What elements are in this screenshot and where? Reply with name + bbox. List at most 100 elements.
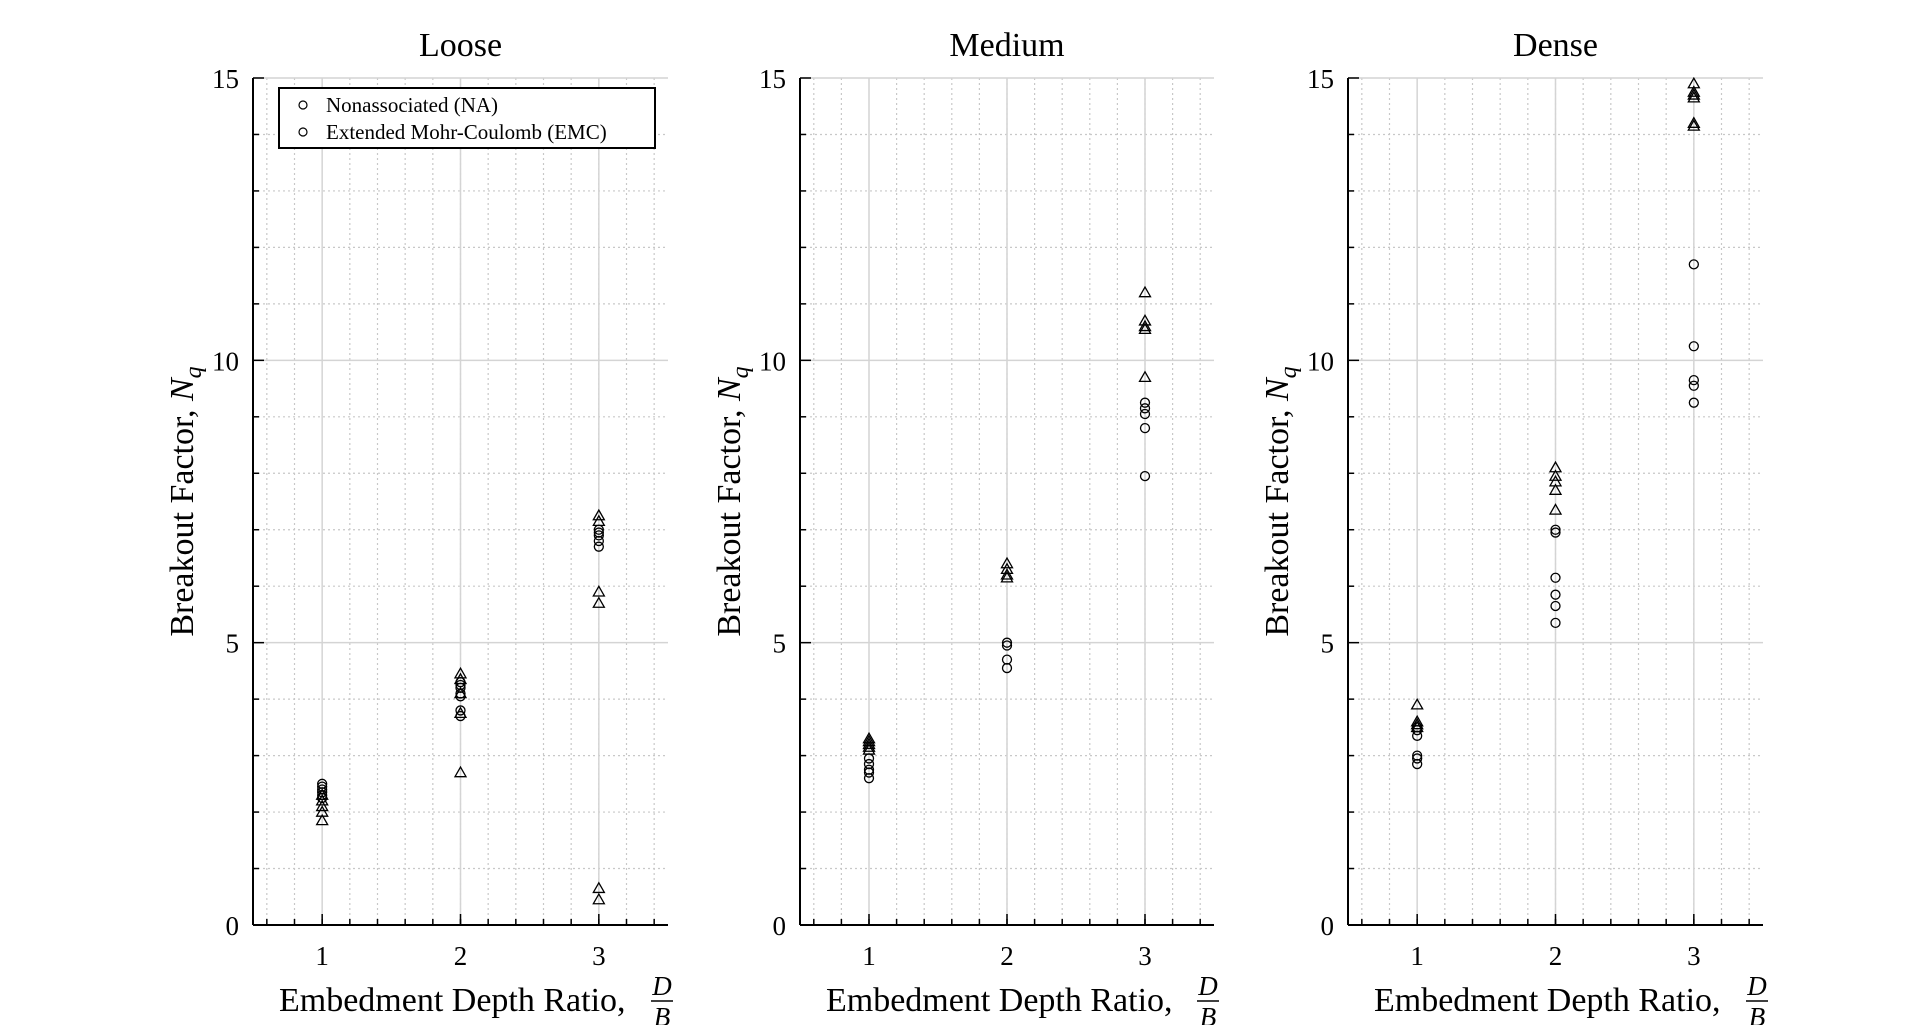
- x-label-frac-den: B: [1200, 1002, 1217, 1025]
- data-point-triangle: [592, 585, 606, 597]
- x-label-frac-den: B: [1749, 1002, 1766, 1025]
- y-tick-label: 10: [759, 346, 786, 376]
- data-point-circle: [593, 541, 604, 552]
- panel-dense: 1 2 3 0 5 10 15 Dense Embedment Depth Ratio, DB Br…: [1259, 27, 1768, 1025]
- data-point-triangle: [1138, 319, 1152, 332]
- y-axis-label-subscript: q: [728, 366, 754, 378]
- data-point-triangle: [1410, 717, 1424, 730]
- y-tick-label: 15: [759, 64, 786, 94]
- y-axis-label-group: Breakout Factor, Nq: [1259, 366, 1302, 636]
- data-point-circle: [1550, 572, 1561, 583]
- x-label-frac-num: D: [1746, 971, 1767, 1001]
- data-point-circle: [1688, 380, 1699, 391]
- data-point-triangle: [592, 514, 606, 527]
- x-tick-label: 2: [1549, 941, 1563, 971]
- data-point-triangle: [1687, 116, 1701, 128]
- data-point-triangle: [1000, 556, 1014, 569]
- y-tick-label: 0: [1321, 911, 1335, 941]
- y-axis-label-symbol: N: [711, 376, 748, 402]
- legend-marker: [298, 100, 308, 110]
- x-tick-label: 1: [1410, 941, 1424, 971]
- data-point-triangle: [453, 672, 468, 685]
- y-axis-label-subscript: q: [1276, 366, 1302, 378]
- x-axis-label: Embedment Depth Ratio,: [279, 982, 626, 1019]
- data-point-circle: [1688, 397, 1699, 408]
- data-point-triangle: [862, 743, 876, 755]
- y-tick-label: 0: [226, 911, 240, 941]
- data-point-triangle: [592, 881, 606, 894]
- data-point-circle: [1001, 640, 1013, 651]
- y-axis-label-subscript: q: [181, 366, 207, 378]
- data-point-triangle: [1687, 85, 1701, 97]
- data-point-triangle: [315, 813, 329, 826]
- data-point-triangle: [592, 508, 606, 521]
- data-point-circle: [863, 773, 875, 784]
- panel-medium: 1 2 3 0 5 10 15 Medium Embedment Depth Ratio, DB B…: [711, 27, 1219, 1025]
- data-point-triangle: [1410, 697, 1424, 710]
- data-point-circle: [1139, 403, 1151, 414]
- x-axis-label: Embedment Depth Ratio,: [1374, 982, 1721, 1019]
- data-point-triangle: [1138, 370, 1152, 383]
- data-point-circle: [1001, 662, 1013, 674]
- data-point-triangle: [1138, 322, 1152, 335]
- legend-marker: [298, 127, 308, 137]
- data-point-triangle: [592, 596, 606, 608]
- data-point-circle: [1139, 470, 1151, 482]
- y-axis-label: Breakout Factor, Nq: [711, 366, 754, 636]
- data-point-circle: [1688, 341, 1699, 352]
- y-tick-label: 0: [773, 911, 787, 941]
- y-tick-label: 5: [1321, 629, 1335, 659]
- data-point-circle: [863, 767, 875, 778]
- data-point-triangle: [862, 737, 876, 750]
- y-tick-label: 10: [212, 346, 239, 376]
- data-point-triangle: [1687, 88, 1701, 100]
- data-point-circle: [593, 530, 604, 541]
- data-point-circle: [1139, 422, 1151, 434]
- data-point-triangle: [453, 706, 468, 719]
- data-point-circle: [1550, 589, 1561, 600]
- data-point-triangle: [453, 765, 468, 778]
- data-point-triangle: [592, 892, 606, 905]
- data-point-triangle: [1548, 469, 1563, 481]
- data-point-triangle: [1548, 483, 1563, 495]
- y-tick-label: 5: [226, 629, 240, 659]
- y-tick-label: 15: [212, 64, 239, 94]
- y-axis-label: Breakout Factor, Nq: [1259, 366, 1302, 636]
- chart-title: Dense: [1513, 27, 1598, 64]
- x-tick-label: 1: [862, 941, 876, 971]
- data-point-triangle: [1000, 568, 1014, 580]
- data-point-triangle: [453, 686, 468, 699]
- x-tick-label: 3: [592, 941, 606, 971]
- y-axis-label-group: Breakout Factor, Nq: [711, 366, 754, 636]
- chart-title: Medium: [949, 27, 1064, 64]
- chart-title: Loose: [419, 27, 502, 64]
- data-point-triangle: [1410, 720, 1424, 733]
- data-point-triangle: [1687, 119, 1701, 131]
- legend: Nonassociated (NA) Extended Mohr-Coulomb …: [278, 87, 656, 149]
- legend-box: [278, 87, 656, 149]
- legend-entry: Extended Mohr-Coulomb (EMC): [326, 120, 607, 144]
- y-axis-label-group: Breakout Factor, Nq: [164, 366, 207, 636]
- data-point-circle: [1550, 600, 1561, 612]
- data-point-circle: [593, 535, 604, 547]
- data-point-triangle: [315, 793, 329, 806]
- y-axis-label: Breakout Factor, Nq: [164, 366, 207, 636]
- y-axis-label-symbol: N: [164, 376, 201, 402]
- y-axis-label-text: Breakout Factor,: [164, 401, 201, 637]
- data-point-circle: [1412, 758, 1423, 770]
- data-point-triangle: [453, 666, 468, 679]
- x-label-frac-num: D: [651, 971, 672, 1001]
- x-tick-label: 3: [1138, 941, 1152, 971]
- x-label-frac-den: B: [654, 1002, 671, 1025]
- data-point-circle: [455, 705, 466, 716]
- data-point-circle: [1688, 259, 1699, 270]
- data-point-triangle: [1410, 714, 1424, 727]
- data-point-triangle: [1000, 570, 1014, 583]
- data-point-circle: [1001, 637, 1013, 648]
- x-axis-label: Embedment Depth Ratio,: [826, 982, 1173, 1019]
- data-point-circle: [1688, 374, 1699, 386]
- legend-entry: Nonassociated (NA): [326, 93, 498, 117]
- x-tick-label: 2: [454, 941, 468, 971]
- data-point-circle: [1139, 397, 1151, 408]
